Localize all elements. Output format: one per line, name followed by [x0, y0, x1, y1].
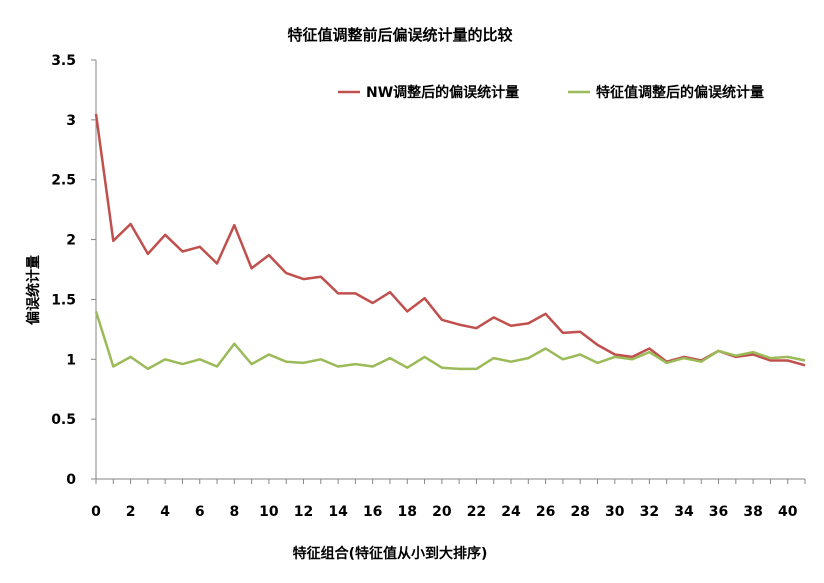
y-axis-label: 偏误统计量	[25, 255, 42, 325]
series-line-2	[94, 311, 806, 371]
y-tick-label: 0	[66, 472, 76, 488]
y-tick-label: 2.5	[51, 173, 76, 189]
x-tick-label: 10	[259, 504, 279, 520]
x-tick-label: 34	[674, 504, 694, 520]
x-tick-label: 18	[398, 504, 417, 520]
y-tick-label: 1	[66, 352, 76, 368]
legend: NW调整后的偏误统计量 特征值调整后的偏误统计量	[338, 84, 764, 101]
y-tick-label: 3	[66, 113, 76, 129]
x-tick-label: 30	[605, 504, 625, 520]
x-tick-label: 16	[363, 504, 382, 520]
x-tick-label: 40	[778, 504, 798, 520]
x-tick-label: 0	[91, 504, 101, 520]
y-tick-label: 2	[66, 233, 76, 249]
x-axis-ticks: 0 2 4 6 8 10 12 14 16 18 20 22 24 26 28 30 32 34 36 38 40	[91, 479, 806, 520]
x-tick-label: 6	[195, 504, 205, 520]
x-tick-label: 14	[328, 504, 348, 520]
x-tick-label: 12	[294, 504, 313, 520]
series-lines	[94, 113, 806, 371]
legend-label-2: 特征值调整后的偏误统计量	[596, 84, 764, 101]
y-tick-label: 3.5	[51, 53, 76, 69]
x-tick-label: 26	[536, 504, 555, 520]
x-axis-label: 特征组合(特征值从小到大排序)	[293, 545, 488, 562]
chart-title: 特征值调整前后偏误统计量的比较	[287, 26, 512, 44]
x-tick-label: 2	[126, 504, 136, 520]
x-tick-label: 28	[570, 504, 589, 520]
x-tick-label: 8	[229, 504, 239, 520]
x-tick-label: 32	[640, 504, 659, 520]
y-tick-label: 0.5	[51, 412, 76, 428]
legend-label-1: NW调整后的偏误统计量	[366, 84, 519, 101]
x-tick-label: 24	[501, 504, 521, 520]
x-tick-label: 20	[432, 504, 452, 520]
y-tick-label: 1.5	[51, 292, 76, 308]
series-line-1	[94, 113, 806, 367]
x-tick-label: 4	[160, 504, 170, 520]
x-tick-label: 38	[743, 504, 762, 520]
y-axis-ticks: 0 0.5 1 1.5 2 2.5 3 3.5	[51, 53, 96, 488]
x-tick-label: 36	[709, 504, 728, 520]
x-tick-label: 22	[467, 504, 486, 520]
